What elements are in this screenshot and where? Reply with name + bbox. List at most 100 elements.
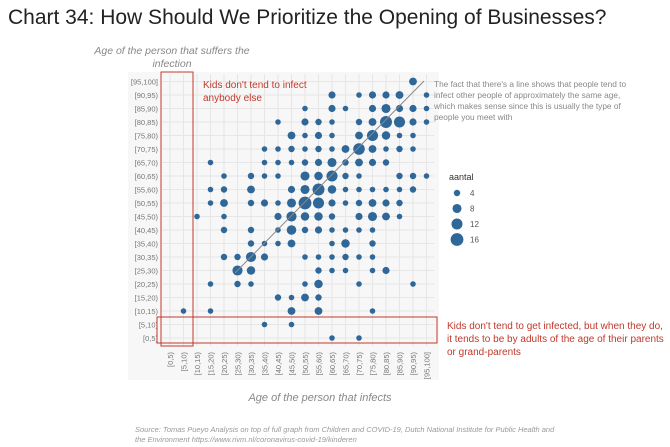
bubble: [329, 146, 335, 152]
bubble: [410, 281, 416, 287]
x-tick-label: [60,65): [328, 352, 337, 376]
bubble: [368, 199, 377, 207]
legend-label: 12: [470, 220, 479, 229]
legend-bubble: [452, 203, 462, 214]
bubble: [410, 132, 416, 139]
bubble: [395, 104, 404, 113]
bubble: [288, 145, 295, 153]
y-tick-label: [5,10): [139, 321, 159, 330]
bubble: [301, 226, 309, 234]
bubble: [247, 240, 255, 247]
bubble: [315, 254, 322, 260]
bubble: [286, 225, 297, 235]
bubble: [329, 335, 335, 341]
y-axis-label: Age of the person that suffers the infec…: [94, 45, 250, 70]
bubble: [342, 267, 349, 274]
bubble: [220, 226, 228, 234]
bubble: [286, 198, 297, 208]
bubble: [260, 253, 269, 261]
bubble: [260, 199, 269, 207]
legend-bubble: [451, 218, 463, 230]
bubble: [234, 280, 241, 288]
bubble: [301, 159, 309, 166]
bubble: [315, 145, 322, 153]
bubble: [356, 173, 362, 179]
bubble: [382, 266, 390, 275]
bubble: [383, 186, 389, 193]
y-tick-label: [55,60): [135, 186, 159, 195]
bubble: [355, 199, 363, 207]
bubble: [180, 308, 187, 314]
bubble: [329, 227, 335, 233]
bubble: [341, 239, 350, 248]
bubble: [367, 211, 378, 222]
source-note: Source: Tomas Pueyo Analysis on top of f…: [135, 425, 555, 444]
y-tick-label: [50,55): [135, 199, 159, 208]
bubble: [382, 212, 390, 221]
bubble: [314, 307, 323, 315]
legend-bubble: [450, 233, 464, 246]
legend-label: 8: [470, 205, 475, 214]
bubble: [423, 92, 430, 98]
bubble: [221, 173, 227, 179]
bubble: [314, 226, 323, 234]
y-tick-label: [80,85): [135, 118, 159, 127]
bubble: [301, 118, 309, 126]
bubble: [356, 186, 362, 193]
bubble: [221, 213, 227, 220]
bubble: [393, 116, 406, 128]
bubble: [261, 146, 268, 152]
bubble: [423, 105, 430, 112]
bubble: [341, 145, 350, 153]
bubble: [302, 281, 308, 287]
bubble: [261, 173, 268, 179]
bubble: [423, 173, 430, 179]
bubble: [288, 294, 295, 301]
bubble: [314, 212, 323, 221]
bubble: [356, 254, 362, 260]
bubble: [220, 199, 228, 207]
highlight-box-kids-infected: [156, 316, 438, 344]
bubble: [409, 104, 417, 113]
x-tick-label: [45,50): [288, 352, 297, 376]
bubble: [302, 132, 308, 139]
bubble: [298, 196, 312, 210]
y-tick-label: [0,5): [143, 334, 159, 343]
bubble: [326, 170, 338, 182]
y-tick-label: [65,70): [135, 159, 159, 168]
bubble: [355, 131, 363, 140]
bubble: [382, 199, 390, 207]
bubble: [327, 157, 337, 168]
bubble: [300, 184, 310, 195]
x-tick-label: [40,45): [274, 352, 283, 376]
bubble: [314, 131, 323, 140]
bubble: [329, 119, 335, 125]
bubble: [382, 159, 390, 166]
bubble: [366, 129, 379, 142]
bubble: [409, 77, 417, 86]
bubble: [356, 92, 362, 98]
x-tick-label: [5,10): [180, 352, 189, 372]
bubble: [396, 172, 403, 180]
bubble: [312, 197, 325, 209]
x-tick-label: [30,35): [247, 352, 256, 376]
x-tick-label: [70,75): [355, 352, 364, 376]
bubble: [247, 172, 255, 180]
bubble: [314, 279, 323, 289]
bubble: [246, 266, 256, 275]
bubble: [368, 158, 377, 167]
bubble: [329, 267, 335, 274]
bubble: [312, 183, 325, 196]
bubble: [275, 159, 281, 166]
annotation-kids-infected: Kids don't tend to get infected, but whe…: [447, 321, 664, 358]
y-tick-label: [45,50): [135, 213, 159, 222]
bubble: [302, 146, 308, 152]
bubble: [300, 212, 310, 221]
bubble: [300, 171, 310, 181]
bubble: [275, 200, 281, 206]
bubble: [369, 186, 376, 193]
bubble: [396, 145, 403, 153]
bubble: [287, 185, 296, 194]
x-tick-label: [0,5): [166, 352, 175, 368]
bubble: [342, 186, 349, 193]
